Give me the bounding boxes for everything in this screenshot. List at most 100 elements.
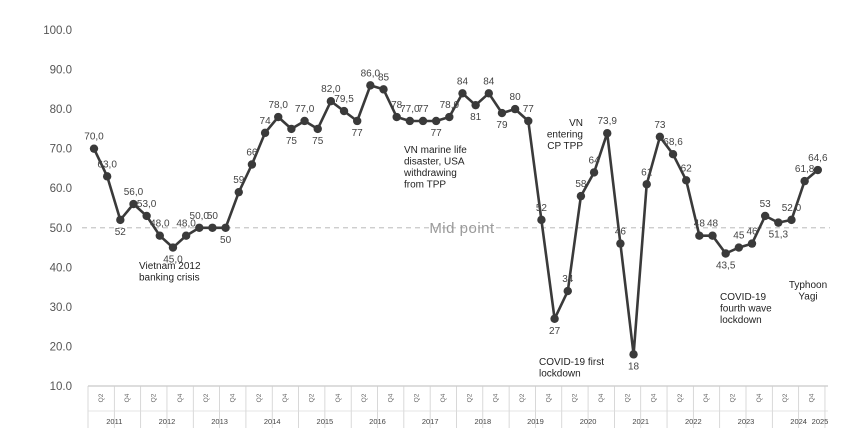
data-point (405, 116, 415, 126)
x-quarter-label: Q2 (98, 393, 105, 402)
data-label: 77 (431, 128, 443, 139)
data-label: 52 (115, 227, 127, 238)
data-label: 85 (378, 72, 390, 83)
annotation-text: COVID-19 first (539, 357, 604, 368)
y-axis: 100.0 90.0 80.0 70.0 60.0 50.0 40.0 30.0 20.0 10.… (43, 25, 72, 393)
annotation-text: from TPP (404, 180, 446, 191)
data-label: 56,0 (124, 187, 144, 198)
data-label: 78,0 (269, 100, 289, 111)
x-quarter-label: Q4 (809, 393, 816, 402)
x-year-label: 2011 (106, 417, 122, 426)
data-point (787, 215, 796, 225)
data-point (813, 165, 822, 175)
data-point (550, 314, 559, 323)
y-tick-label: 50.0 (50, 223, 72, 235)
data-label: 84 (457, 76, 469, 87)
data-point (300, 116, 309, 126)
data-label: 45 (733, 231, 745, 242)
data-point (800, 176, 809, 186)
data-label: 52,0 (782, 203, 802, 214)
data-label: 78 (391, 100, 403, 111)
data-point (102, 172, 112, 181)
data-label: 84 (483, 76, 495, 87)
data-label: 52 (536, 203, 548, 214)
annotation-text: VN (569, 118, 583, 129)
x-quarter-label: Q4 (493, 393, 500, 402)
data-point (379, 85, 388, 94)
y-tick-label: 40.0 (50, 262, 72, 274)
data-label: 64 (589, 155, 601, 166)
data-label: 80 (510, 92, 522, 103)
annotation-text: withdrawing (403, 168, 457, 179)
data-point (445, 112, 454, 122)
x-year-label: 2018 (474, 417, 491, 426)
x-quarter-label: Q2 (308, 393, 315, 402)
data-point (734, 243, 744, 252)
data-point (234, 187, 243, 197)
data-point (655, 132, 665, 141)
data-point (418, 116, 428, 126)
x-quarter-label: Q4 (335, 393, 342, 402)
data-point (155, 231, 164, 240)
annotation-text: lockdown (539, 369, 581, 380)
data-label: 74 (260, 116, 272, 127)
x-quarter-label: Q2 (730, 393, 737, 402)
data-point (181, 231, 191, 240)
x-quarter-label: Q4 (598, 393, 605, 402)
x-year-label: 2022 (685, 417, 702, 426)
data-point (603, 129, 612, 138)
data-label: 53,0 (137, 199, 157, 210)
data-label: 77 (352, 128, 364, 139)
data-point (89, 144, 99, 153)
x-quarter-label: Q2 (677, 393, 684, 402)
mid-point-label: Mid point (429, 220, 495, 237)
x-quarter-label: Q4 (440, 393, 447, 402)
data-point (287, 124, 296, 134)
data-point (721, 249, 730, 258)
data-point (339, 106, 349, 116)
annotation-text: banking crisis (139, 273, 200, 284)
data-label: 77 (523, 104, 535, 115)
data-point (195, 223, 204, 232)
data-point (563, 286, 572, 296)
data-label: 61 (641, 167, 653, 178)
x-quarter-label: Q4 (387, 393, 394, 402)
x-quarter-label: Q4 (177, 393, 184, 402)
data-label: 48 (694, 219, 706, 230)
x-quarter-label: Q4 (703, 393, 710, 402)
data-point (353, 116, 362, 126)
data-labels: 70,063,05256,053,048,045,048,050,0505059… (84, 68, 828, 372)
data-point (142, 211, 151, 221)
data-label: 79 (496, 120, 508, 131)
data-point (471, 100, 480, 110)
data-point (484, 89, 493, 98)
data-label: 27 (549, 326, 561, 337)
data-label: 50 (207, 211, 219, 222)
data-label: 18 (628, 361, 640, 372)
data-label: 48 (707, 219, 719, 230)
annotation-text: Typhoon (789, 280, 827, 291)
y-tick-label: 30.0 (50, 302, 72, 314)
data-label: 34 (562, 274, 574, 285)
y-tick-label: 80.0 (50, 104, 72, 116)
data-label: 77,0 (400, 104, 420, 115)
x-year-label: 2015 (317, 417, 334, 426)
data-label: 82,0 (321, 84, 341, 95)
data-point (524, 116, 533, 126)
data-label: 46 (746, 227, 758, 238)
x-year-label: 2024 (790, 417, 807, 426)
data-point (642, 180, 651, 189)
data-point (129, 199, 138, 209)
x-quarter-label: Q2 (203, 393, 210, 402)
data-point (695, 231, 704, 240)
y-tick-label: 90.0 (50, 65, 72, 77)
data-label: 45,0 (163, 255, 183, 266)
data-label: 43,5 (716, 260, 736, 271)
x-quarter-label: Q2 (151, 393, 158, 402)
annotation-text: VN marine life (404, 145, 467, 156)
data-label: 48,0 (176, 219, 196, 230)
x-quarter-label: Q2 (256, 393, 263, 402)
data-label: 73 (654, 120, 666, 131)
data-label: 46 (615, 227, 627, 238)
